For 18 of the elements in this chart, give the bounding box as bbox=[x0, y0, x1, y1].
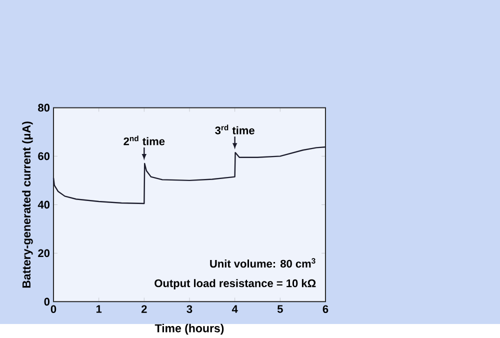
y-tick-label: 40 bbox=[38, 200, 50, 209]
y-tick-label: 80 bbox=[38, 104, 50, 112]
y-tick-label: 60 bbox=[38, 152, 50, 160]
x-tick-label: 0 bbox=[50, 305, 56, 314]
x-tick-label: 5 bbox=[277, 305, 283, 313]
annotation: Unit volume: 80 cm$^{3}$ bbox=[210, 258, 316, 268]
y-tick-label: 20 bbox=[38, 249, 50, 258]
x-tick-label: 2 bbox=[141, 305, 147, 313]
x-tick-label: 3 bbox=[186, 305, 192, 314]
x-tick-label: 4 bbox=[232, 305, 238, 313]
x-tick-label: 6 bbox=[322, 305, 328, 314]
annotation: 3$^{rd}$ time bbox=[215, 124, 254, 134]
annotation: Output load resistance = 10 kΩ bbox=[154, 279, 316, 290]
annotation: 2$^{nd}$ time bbox=[124, 136, 165, 146]
x-tick-label: 1 bbox=[96, 305, 102, 313]
y-tick-label: 0 bbox=[44, 298, 50, 306]
y-axis-title: Battery-generated current (μA) bbox=[22, 122, 33, 288]
x-axis-title: Time (hours) bbox=[154, 324, 224, 335]
